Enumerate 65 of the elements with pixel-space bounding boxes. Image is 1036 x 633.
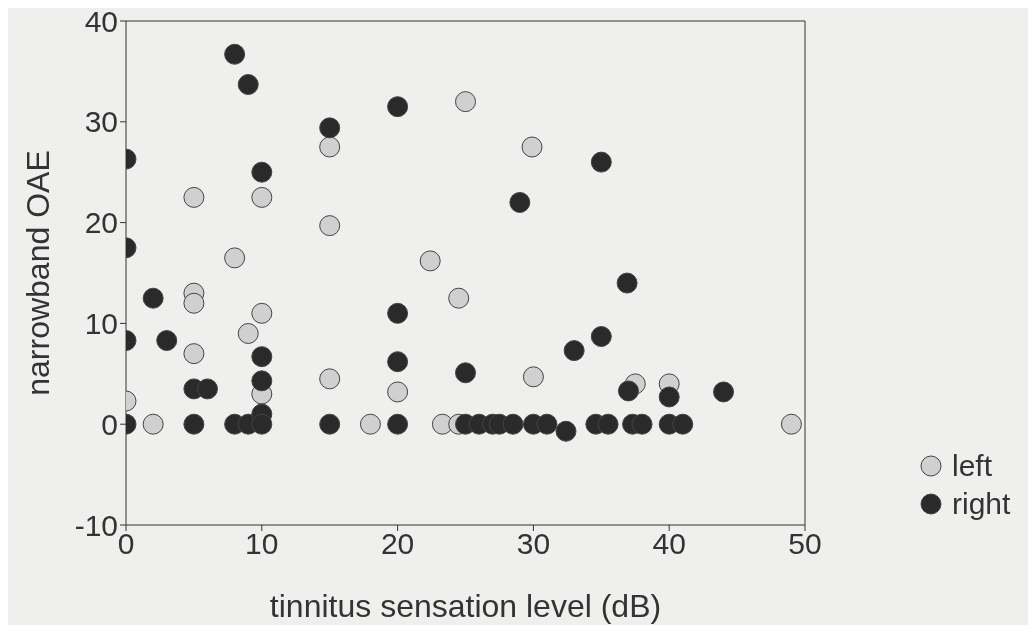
point <box>251 370 273 392</box>
y-tick-label: -10 <box>74 508 118 542</box>
y-tick-label: 0 <box>101 407 118 441</box>
x-axis-title: tinnitus sensation level (dB) <box>269 588 662 624</box>
point <box>522 366 544 388</box>
legend-label: right <box>952 487 1011 521</box>
x-tick-label: 40 <box>652 527 686 561</box>
point <box>237 74 259 95</box>
point <box>455 362 476 384</box>
x-tick-label: 30 <box>516 527 551 561</box>
point <box>183 343 205 365</box>
point <box>142 413 164 435</box>
point <box>597 413 619 435</box>
point <box>251 302 273 324</box>
point <box>156 330 178 352</box>
point <box>183 186 205 208</box>
point <box>251 186 273 208</box>
y-tick-label: 30 <box>84 105 118 139</box>
point <box>780 413 802 435</box>
y-tick-label: 20 <box>84 206 118 240</box>
point <box>590 151 612 173</box>
point <box>502 413 524 435</box>
point <box>387 381 409 403</box>
point <box>237 322 259 344</box>
x-tick-label: 20 <box>380 527 415 561</box>
point <box>448 287 470 309</box>
point <box>359 413 381 435</box>
point <box>672 413 694 435</box>
point <box>521 136 543 158</box>
y-tick-label: 10 <box>84 307 118 341</box>
point <box>713 381 735 403</box>
point <box>196 378 218 400</box>
point <box>536 413 558 435</box>
point <box>319 117 341 139</box>
point <box>319 215 341 237</box>
point <box>563 340 585 362</box>
point <box>590 326 612 347</box>
point <box>251 346 273 368</box>
point <box>419 250 441 272</box>
point <box>616 272 638 294</box>
point <box>455 91 476 113</box>
legend-label: left <box>952 449 993 483</box>
point <box>224 43 246 65</box>
point <box>319 413 341 435</box>
x-tick-label: 50 <box>788 527 822 561</box>
point <box>509 191 531 213</box>
point <box>387 413 409 435</box>
point <box>387 302 409 324</box>
y-axis-title: narrowband OAE <box>20 150 57 396</box>
point <box>387 96 409 118</box>
point <box>142 287 164 309</box>
point <box>387 351 409 373</box>
point <box>617 380 639 402</box>
point <box>319 368 341 390</box>
point <box>658 386 680 408</box>
point <box>631 413 653 435</box>
y-tick-label: 40 <box>84 4 118 38</box>
point <box>183 413 205 435</box>
point <box>224 247 246 269</box>
point <box>319 136 341 158</box>
point <box>251 161 273 183</box>
point <box>251 413 273 435</box>
point <box>555 420 577 442</box>
point <box>183 292 205 314</box>
x-tick-label: 10 <box>245 527 279 561</box>
